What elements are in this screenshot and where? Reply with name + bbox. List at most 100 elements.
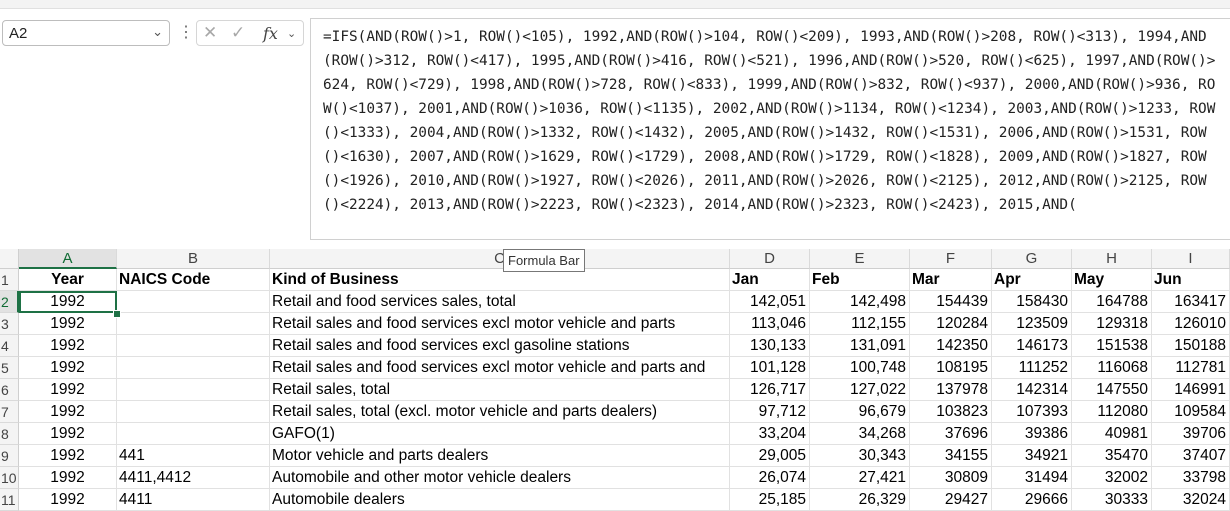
header-cell[interactable]: Mar [910, 269, 992, 291]
row-header[interactable]: 2 [0, 291, 19, 313]
row-header[interactable]: 5 [0, 357, 19, 379]
header-cell[interactable]: Jan [730, 269, 810, 291]
table-cell[interactable]: Retail sales, total (excl. motor vehicle… [270, 401, 730, 423]
table-cell[interactable]: 116068 [1072, 357, 1152, 379]
table-cell[interactable]: 146173 [992, 335, 1072, 357]
table-cell[interactable]: 100,748 [810, 357, 910, 379]
table-cell[interactable]: 96,679 [810, 401, 910, 423]
column-header-g[interactable]: G [992, 249, 1072, 269]
table-cell[interactable]: 127,022 [810, 379, 910, 401]
table-cell[interactable]: 108195 [910, 357, 992, 379]
table-cell[interactable]: 39386 [992, 423, 1072, 445]
table-cell[interactable] [117, 335, 270, 357]
table-cell[interactable]: 113,046 [730, 313, 810, 335]
column-header-f[interactable]: F [910, 249, 992, 269]
table-cell[interactable]: 32024 [1152, 489, 1230, 511]
table-cell[interactable]: 103823 [910, 401, 992, 423]
table-cell[interactable]: 123509 [992, 313, 1072, 335]
table-cell[interactable]: 142350 [910, 335, 992, 357]
name-box[interactable]: A2 ⌄ [2, 20, 170, 46]
table-cell[interactable] [117, 313, 270, 335]
table-cell[interactable]: 1992 [19, 313, 117, 335]
table-cell[interactable]: Retail sales and food services excl moto… [270, 357, 730, 379]
table-cell[interactable]: 30333 [1072, 489, 1152, 511]
row-header[interactable]: 6 [0, 379, 19, 401]
table-cell[interactable]: 109584 [1152, 401, 1230, 423]
table-cell[interactable]: 154439 [910, 291, 992, 313]
table-cell[interactable] [117, 401, 270, 423]
table-cell[interactable]: 101,128 [730, 357, 810, 379]
header-cell[interactable]: Feb [810, 269, 910, 291]
row-header[interactable]: 9 [0, 445, 19, 467]
header-cell[interactable]: Apr [992, 269, 1072, 291]
table-cell[interactable]: 112,155 [810, 313, 910, 335]
table-cell[interactable]: 31494 [992, 467, 1072, 489]
table-cell[interactable]: 142,051 [730, 291, 810, 313]
table-cell[interactable]: 26,074 [730, 467, 810, 489]
row-header[interactable]: 3 [0, 313, 19, 335]
table-cell[interactable]: 1992 [19, 379, 117, 401]
table-cell[interactable] [117, 357, 270, 379]
table-cell[interactable]: GAFO(1) [270, 423, 730, 445]
table-cell[interactable]: 40981 [1072, 423, 1152, 445]
table-cell[interactable]: 129318 [1072, 313, 1152, 335]
table-cell[interactable]: 1992 [19, 335, 117, 357]
column-header-i[interactable]: I [1152, 249, 1230, 269]
column-header-a[interactable]: A [19, 249, 117, 269]
header-cell[interactable]: Jun [1152, 269, 1230, 291]
table-cell[interactable]: 1992 [19, 291, 117, 313]
row-header[interactable]: 10 [0, 467, 19, 489]
table-cell[interactable]: 34155 [910, 445, 992, 467]
table-cell[interactable]: 142314 [992, 379, 1072, 401]
column-header-e[interactable]: E [810, 249, 910, 269]
table-cell[interactable]: 130,133 [730, 335, 810, 357]
table-cell[interactable]: 30809 [910, 467, 992, 489]
table-cell[interactable]: 29,005 [730, 445, 810, 467]
table-cell[interactable]: 147550 [1072, 379, 1152, 401]
table-cell[interactable]: 34921 [992, 445, 1072, 467]
table-cell[interactable]: Automobile dealers [270, 489, 730, 511]
chevron-down-icon[interactable]: ⌄ [287, 28, 297, 40]
table-cell[interactable]: 163417 [1152, 291, 1230, 313]
table-cell[interactable]: 164788 [1072, 291, 1152, 313]
table-cell[interactable]: 4411 [117, 489, 270, 511]
table-cell[interactable]: 112080 [1072, 401, 1152, 423]
table-cell[interactable]: 441 [117, 445, 270, 467]
formula-bar[interactable]: =IFS(AND(ROW()>1, ROW()<105), 1992,AND(R… [310, 18, 1230, 240]
table-cell[interactable] [117, 291, 270, 313]
table-cell[interactable]: 131,091 [810, 335, 910, 357]
table-cell[interactable] [117, 423, 270, 445]
header-cell[interactable]: NAICS Code [117, 269, 270, 291]
table-cell[interactable]: 4411,4412 [117, 467, 270, 489]
table-cell[interactable]: Motor vehicle and parts dealers [270, 445, 730, 467]
table-cell[interactable]: 97,712 [730, 401, 810, 423]
table-cell[interactable]: 27,421 [810, 467, 910, 489]
table-cell[interactable]: 111252 [992, 357, 1072, 379]
table-cell[interactable]: 1992 [19, 445, 117, 467]
table-cell[interactable]: 39706 [1152, 423, 1230, 445]
table-cell[interactable]: 107393 [992, 401, 1072, 423]
fill-handle[interactable] [113, 310, 121, 318]
more-options-icon[interactable]: ⋮ [178, 24, 194, 41]
table-cell[interactable]: 146991 [1152, 379, 1230, 401]
table-cell[interactable]: 1992 [19, 401, 117, 423]
column-header-b[interactable]: B [117, 249, 270, 269]
enter-icon[interactable]: ✓ [231, 23, 246, 42]
cancel-icon[interactable]: ✕ [203, 23, 218, 42]
insert-function-icon[interactable]: fx [263, 24, 278, 43]
table-cell[interactable]: 126010 [1152, 313, 1230, 335]
row-header[interactable]: 4 [0, 335, 19, 357]
column-header-h[interactable]: H [1072, 249, 1152, 269]
table-cell[interactable]: 1992 [19, 489, 117, 511]
table-cell[interactable]: Retail sales and food services excl moto… [270, 313, 730, 335]
table-cell[interactable]: 1992 [19, 357, 117, 379]
table-cell[interactable]: Automobile and other motor vehicle deale… [270, 467, 730, 489]
table-cell[interactable]: 37696 [910, 423, 992, 445]
table-cell[interactable]: 126,717 [730, 379, 810, 401]
column-header-d[interactable]: D [730, 249, 810, 269]
row-header[interactable]: 11 [0, 489, 19, 511]
table-cell[interactable]: 34,268 [810, 423, 910, 445]
select-all-corner[interactable] [0, 249, 19, 269]
table-cell[interactable]: 26,329 [810, 489, 910, 511]
table-cell[interactable]: 151538 [1072, 335, 1152, 357]
